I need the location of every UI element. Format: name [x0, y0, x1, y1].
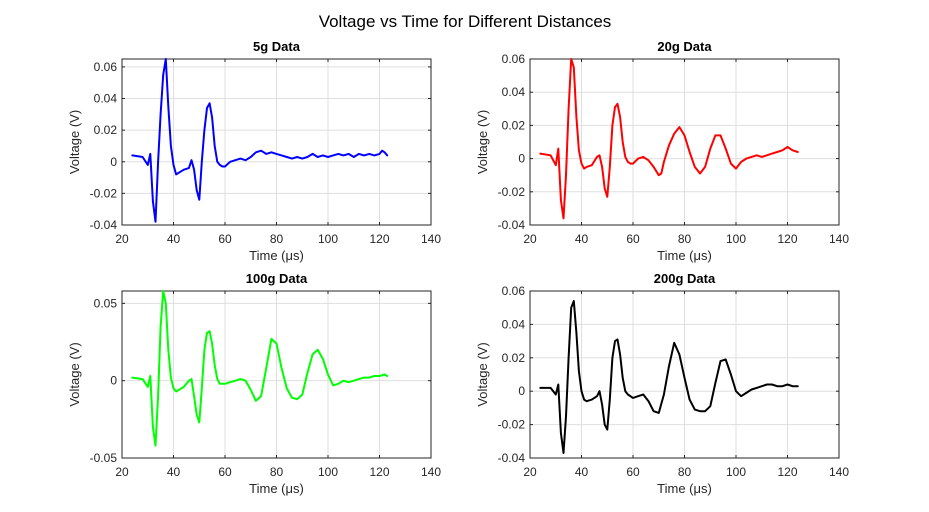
x-tick-label: 140	[829, 465, 849, 479]
x-tick-label: 20	[115, 465, 129, 479]
x-tick-label: 80	[678, 465, 692, 479]
y-tick-label: -0.04	[498, 451, 526, 465]
y-axis-label: Voltage (V)	[67, 342, 82, 406]
y-axis-label: Voltage (V)	[67, 110, 82, 174]
y-tick-label: -0.05	[90, 451, 118, 465]
x-tick-label: 80	[678, 232, 692, 246]
y-axis-label: Voltage (V)	[475, 110, 490, 174]
y-tick-label: 0.04	[502, 85, 526, 99]
subplot-200g: 20 40 60 80 100 120 140 -0.04 -0.02 0 0.02 0.04 0.06…	[475, 271, 849, 496]
figure-title: Voltage vs Time for Different Distances	[319, 12, 612, 31]
x-tick-label: 140	[421, 465, 441, 479]
x-tick-label: 100	[318, 232, 338, 246]
y-tick-label: 0.06	[502, 52, 526, 66]
subplot-title: 5g Data	[253, 39, 301, 54]
x-tick-label: 20	[523, 465, 537, 479]
subplot-5g: 20 40 60 80 100 120 140 -0.04 -0.02 0 0.02 0.04 0.06…	[67, 39, 441, 263]
x-tick-label: 40	[575, 465, 589, 479]
y-tick-label: 0.04	[502, 317, 526, 331]
x-tick-label: 40	[167, 465, 181, 479]
y-tick-label: 0	[518, 384, 525, 398]
y-tick-label: 0.02	[94, 123, 118, 137]
series-line-5g	[131, 58, 389, 223]
y-tick-label: 0	[110, 374, 117, 388]
y-tick-label: -0.02	[90, 186, 118, 200]
y-tick-label: -0.04	[498, 218, 526, 232]
x-tick-label: 40	[575, 232, 589, 246]
x-axis-label: Time (μs)	[657, 481, 712, 496]
y-tick-label: -0.04	[90, 218, 118, 232]
y-tick-label: 0.05	[94, 296, 118, 310]
x-tick-label: 20	[523, 232, 537, 246]
x-tick-label: 60	[218, 465, 232, 479]
y-tick-label: 0	[518, 152, 525, 166]
x-tick-label: 80	[270, 232, 284, 246]
y-axis-label: Voltage (V)	[475, 342, 490, 406]
y-tick-label: 0.04	[94, 92, 118, 106]
x-tick-label: 60	[626, 232, 640, 246]
x-tick-label: 120	[369, 232, 389, 246]
x-tick-label: 140	[421, 232, 441, 246]
subplot-title: 100g Data	[246, 271, 308, 286]
x-tick-label: 120	[777, 232, 797, 246]
x-axis-label: Time (μs)	[249, 481, 304, 496]
x-tick-label: 40	[167, 232, 181, 246]
x-tick-label: 20	[115, 232, 129, 246]
x-tick-label: 60	[626, 465, 640, 479]
y-tick-label: 0.02	[502, 118, 526, 132]
x-tick-label: 120	[369, 465, 389, 479]
x-tick-label: 140	[829, 232, 849, 246]
x-tick-label: 100	[318, 465, 338, 479]
x-tick-label: 80	[270, 465, 284, 479]
series-line-20g	[539, 58, 799, 220]
series-line-100g	[131, 290, 389, 447]
x-tick-label: 60	[218, 232, 232, 246]
x-tick-label: 120	[777, 465, 797, 479]
x-tick-label: 100	[726, 232, 746, 246]
series-line-200g	[539, 300, 799, 454]
x-axis-label: Time (μs)	[249, 248, 304, 263]
x-tick-label: 100	[726, 465, 746, 479]
y-tick-label: 0.06	[502, 284, 526, 298]
subplot-100g: 20 40 60 80 100 120 140 -0.05 0 0.05 100g Data Time…	[67, 271, 441, 496]
subplot-20g: 20 40 60 80 100 120 140 -0.04 -0.02 0 0.02 0.04 0.06…	[475, 39, 849, 263]
y-tick-label: -0.02	[498, 418, 526, 432]
y-tick-label: -0.02	[498, 185, 526, 199]
x-axis-label: Time (μs)	[657, 248, 712, 263]
subplot-title: 20g Data	[657, 39, 712, 54]
subplot-title: 200g Data	[654, 271, 716, 286]
y-tick-label: 0.02	[502, 351, 526, 365]
y-tick-label: 0	[110, 155, 117, 169]
y-tick-label: 0.06	[94, 60, 118, 74]
